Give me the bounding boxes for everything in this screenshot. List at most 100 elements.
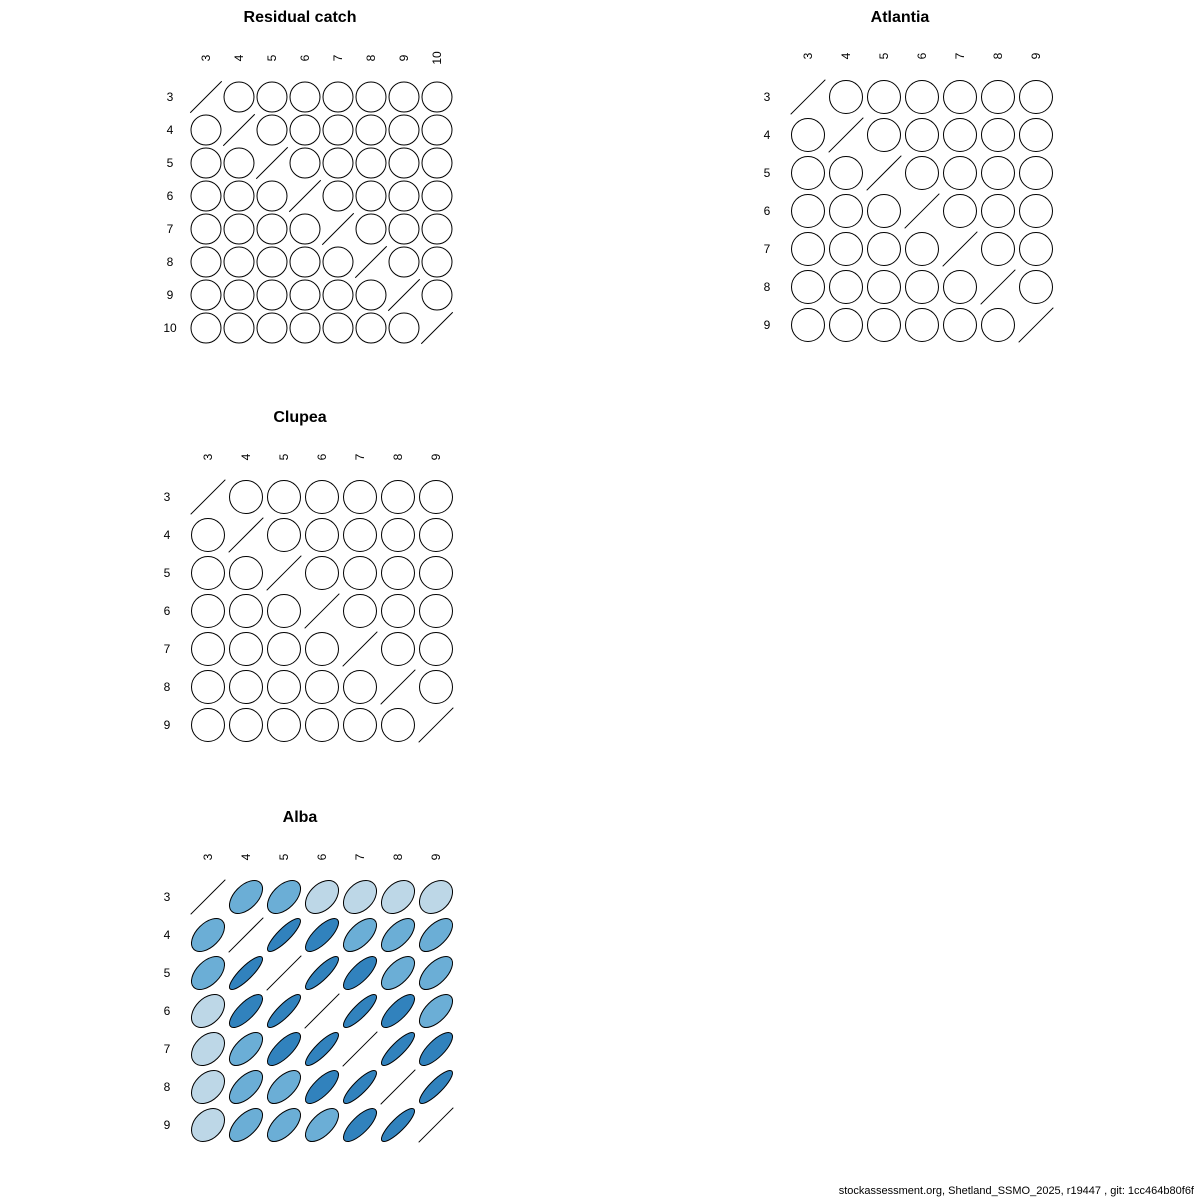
correlation-ellipse bbox=[1019, 194, 1053, 228]
correlation-ellipse bbox=[223, 279, 255, 311]
row-label: 5 bbox=[164, 966, 171, 980]
correlation-ellipse bbox=[289, 114, 321, 146]
correlation-ellipse bbox=[355, 147, 387, 179]
correlation-ellipse bbox=[229, 708, 263, 742]
diagonal-line bbox=[255, 146, 289, 180]
row-label: 4 bbox=[764, 128, 771, 142]
column-label: 9 bbox=[429, 853, 443, 860]
column-label: 5 bbox=[277, 453, 291, 460]
column-label: 3 bbox=[201, 853, 215, 860]
correlation-ellipse bbox=[355, 180, 387, 212]
correlation-ellipse bbox=[289, 81, 321, 113]
column-label: 7 bbox=[353, 453, 367, 460]
correlation-ellipse bbox=[229, 632, 263, 666]
diagonal-line bbox=[190, 479, 226, 515]
correlation-ellipse bbox=[905, 80, 939, 114]
correlation-ellipse bbox=[229, 556, 263, 590]
correlation-ellipse bbox=[421, 81, 453, 113]
row-label: 5 bbox=[164, 566, 171, 580]
row-label: 9 bbox=[167, 288, 174, 302]
correlation-ellipse bbox=[343, 594, 377, 628]
correlation-ellipse bbox=[943, 118, 977, 152]
correlation-ellipse bbox=[223, 213, 255, 245]
correlation-ellipse bbox=[228, 1031, 264, 1067]
correlation-ellipse bbox=[190, 955, 226, 991]
correlation-ellipse bbox=[191, 1070, 225, 1104]
correlation-ellipse bbox=[381, 518, 415, 552]
row-label: 9 bbox=[164, 718, 171, 732]
correlation-ellipse bbox=[418, 917, 454, 953]
diagonal-line bbox=[266, 955, 302, 991]
correlation-ellipse bbox=[256, 81, 288, 113]
column-label: 8 bbox=[391, 853, 405, 860]
correlation-ellipse bbox=[223, 312, 255, 344]
correlation-ellipse bbox=[421, 213, 453, 245]
correlation-ellipse bbox=[289, 147, 321, 179]
row-label: 8 bbox=[164, 1080, 171, 1094]
correlation-ellipse bbox=[791, 308, 825, 342]
correlation-ellipse bbox=[981, 80, 1015, 114]
correlation-ellipse bbox=[421, 114, 453, 146]
correlation-ellipse bbox=[419, 594, 453, 628]
correlation-ellipse bbox=[228, 993, 264, 1029]
correlation-ellipse bbox=[381, 480, 415, 514]
correlation-ellipse bbox=[981, 156, 1015, 190]
panel-title: Alba bbox=[283, 809, 318, 826]
correlation-ellipse bbox=[322, 279, 354, 311]
correlation-ellipse bbox=[304, 917, 340, 953]
correlation-ellipse bbox=[305, 670, 339, 704]
correlation-ellipse bbox=[191, 708, 225, 742]
diagonal-line bbox=[190, 879, 226, 915]
correlation-ellipse bbox=[305, 480, 339, 514]
correlation-ellipse bbox=[419, 1070, 453, 1104]
footer-text: stockassessment.org, Shetland_SSMO_2025,… bbox=[838, 1185, 1194, 1197]
correlation-ellipse bbox=[223, 147, 255, 179]
correlation-ellipse bbox=[381, 632, 415, 666]
correlation-ellipse bbox=[829, 156, 863, 191]
row-label: 9 bbox=[764, 318, 771, 332]
diagonal-line bbox=[342, 1031, 378, 1067]
column-label: 9 bbox=[429, 453, 443, 460]
column-label: 3 bbox=[199, 54, 213, 61]
correlation-ellipse bbox=[421, 279, 453, 311]
correlation-ellipse bbox=[289, 246, 321, 278]
correlation-ellipse bbox=[190, 114, 222, 146]
diagonal-line bbox=[228, 917, 264, 953]
column-label: 3 bbox=[201, 453, 215, 460]
row-label: 6 bbox=[164, 604, 171, 618]
correlation-ellipse bbox=[905, 232, 939, 267]
correlation-ellipse bbox=[267, 632, 301, 666]
diagonal-line bbox=[304, 593, 340, 629]
correlation-ellipse bbox=[267, 670, 301, 704]
correlation-ellipse bbox=[943, 80, 977, 114]
correlation-ellipse bbox=[981, 308, 1015, 342]
correlation-ellipse bbox=[981, 194, 1015, 228]
correlation-ellipse bbox=[388, 312, 420, 344]
correlation-ellipse bbox=[190, 246, 222, 278]
correlation-ellipse bbox=[418, 955, 454, 991]
column-label: 7 bbox=[331, 54, 345, 61]
correlation-ellipse bbox=[343, 708, 377, 742]
correlation-ellipse bbox=[191, 1032, 225, 1066]
column-label: 4 bbox=[232, 54, 246, 61]
row-label: 4 bbox=[167, 123, 174, 137]
row-label: 3 bbox=[164, 890, 171, 904]
correlation-ellipse bbox=[1019, 156, 1053, 190]
correlation-ellipse bbox=[943, 194, 977, 228]
correlation-ellipse bbox=[343, 518, 377, 552]
correlation-ellipse bbox=[791, 270, 825, 304]
correlation-ellipse bbox=[355, 81, 387, 113]
correlation-ellipse bbox=[380, 955, 416, 991]
diagonal-line bbox=[828, 117, 864, 153]
correlation-ellipse bbox=[191, 594, 225, 628]
column-label: 5 bbox=[877, 52, 891, 59]
diagonal-line bbox=[354, 245, 388, 279]
correlation-ellipse bbox=[355, 114, 387, 146]
correlation-ellipse bbox=[343, 480, 377, 514]
correlation-ellipse bbox=[190, 180, 222, 212]
correlation-ellipse bbox=[305, 518, 339, 552]
correlation-ellipse bbox=[388, 147, 420, 179]
correlation-ellipse bbox=[191, 632, 225, 666]
correlation-ellipse bbox=[867, 80, 901, 114]
